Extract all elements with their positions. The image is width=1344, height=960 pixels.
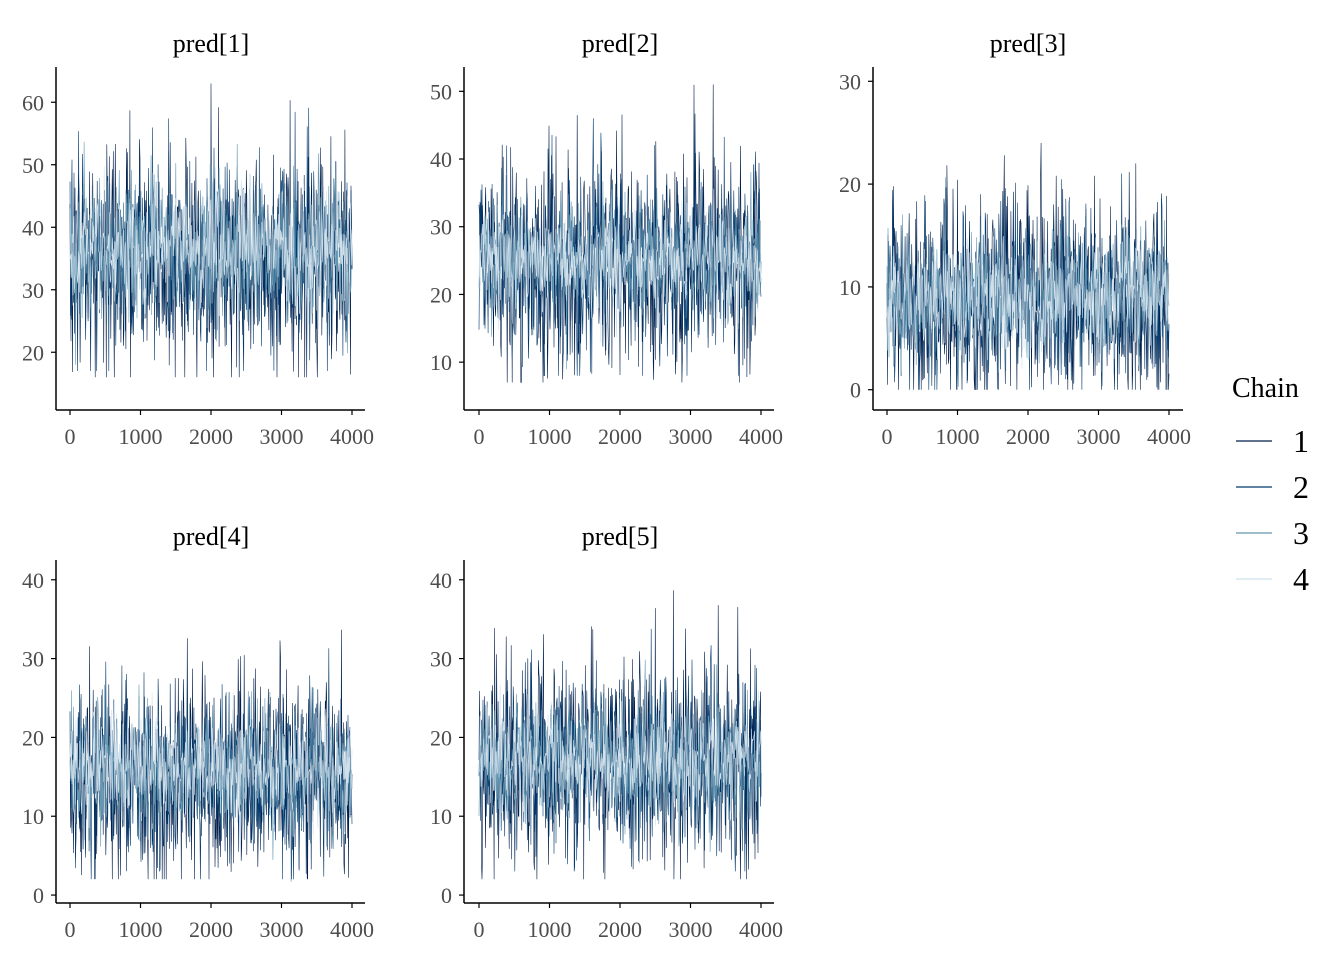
x-tick-label: 2000	[598, 917, 642, 942]
y-tick-label: 30	[430, 215, 452, 240]
x-tick-label: 0	[474, 424, 485, 449]
y-tick-label: 50	[430, 79, 452, 104]
y-tick-label: 30	[430, 647, 452, 672]
x-tick-label: 3000	[1077, 424, 1121, 449]
y-tick-label: 40	[430, 147, 452, 172]
panel-title: pred[2]	[582, 29, 659, 58]
legend-title: Chain	[1232, 373, 1299, 404]
y-tick-label: 20	[430, 725, 452, 750]
y-tick-label: 40	[430, 568, 452, 593]
y-tick-label: 20	[839, 172, 861, 197]
panel-2: pred[2] 10 20 30 40 50 0 1000 2000 3000 4000	[430, 29, 783, 449]
legend-label-chain-1: 1	[1293, 423, 1309, 459]
trace-chain-4	[886, 229, 1170, 373]
panel-title: pred[5]	[582, 522, 659, 551]
x-tick-label: 3000	[669, 424, 713, 449]
panel-title: pred[4]	[173, 522, 250, 551]
x-tick-label: 2000	[598, 424, 642, 449]
legend: Chain 1 2 3 4	[1232, 373, 1309, 597]
y-tick-label: 0	[850, 378, 861, 403]
y-tick-label: 20	[430, 282, 452, 307]
x-tick-label: 4000	[739, 917, 783, 942]
y-tick-label: 60	[22, 90, 44, 115]
y-tick-label: 30	[839, 69, 861, 94]
x-tick-label: 4000	[739, 424, 783, 449]
trace-chain-4	[69, 691, 353, 839]
y-tick-label: 30	[22, 278, 44, 303]
trace-chain-4	[478, 188, 762, 343]
x-tick-label: 4000	[330, 917, 374, 942]
x-tick-label: 1000	[528, 424, 572, 449]
legend-label-chain-4: 4	[1293, 561, 1309, 597]
legend-label-chain-3: 3	[1293, 515, 1309, 551]
x-tick-label: 4000	[1147, 424, 1191, 449]
x-tick-label: 1000	[119, 917, 163, 942]
x-tick-label: 1000	[936, 424, 980, 449]
x-tick-label: 2000	[189, 424, 233, 449]
y-tick-label: 50	[22, 153, 44, 178]
y-tick-label: 40	[22, 215, 44, 240]
panel-3: pred[3] 0 10 20 30 0 1000 2000 3000 4000	[839, 29, 1191, 449]
x-tick-label: 3000	[669, 917, 713, 942]
y-tick-label: 20	[22, 340, 44, 365]
x-tick-label: 0	[65, 424, 76, 449]
y-tick-label: 10	[430, 350, 452, 375]
y-tick-label: 40	[22, 568, 44, 593]
panel-1: pred[1] 20 30 40 50 60 0 1000 2000 3000 4000	[22, 29, 374, 449]
y-tick-label: 20	[22, 725, 44, 750]
trace-chain-4	[69, 163, 353, 329]
x-tick-label: 4000	[330, 424, 374, 449]
x-tick-label: 1000	[528, 917, 572, 942]
x-tick-label: 2000	[1006, 424, 1050, 449]
x-tick-label: 0	[882, 424, 893, 449]
legend-label-chain-2: 2	[1293, 469, 1309, 505]
panel-5: pred[5] 0 10 20 30 40 0 1000 2000 3000 4000	[430, 522, 783, 942]
x-tick-label: 0	[474, 917, 485, 942]
panel-title: pred[3]	[990, 29, 1067, 58]
x-tick-label: 3000	[260, 917, 304, 942]
y-tick-label: 10	[839, 275, 861, 300]
y-tick-label: 10	[22, 804, 44, 829]
trace-chain-3	[478, 172, 762, 370]
x-tick-label: 0	[65, 917, 76, 942]
y-tick-label: 10	[430, 804, 452, 829]
trace-chain-4	[478, 684, 762, 827]
panel-title: pred[1]	[173, 29, 250, 58]
y-tick-label: 30	[22, 647, 44, 672]
x-tick-label: 2000	[189, 917, 233, 942]
y-tick-label: 0	[33, 883, 44, 908]
y-tick-label: 0	[441, 883, 452, 908]
x-tick-label: 3000	[260, 424, 304, 449]
x-tick-label: 1000	[119, 424, 163, 449]
panel-4: pred[4] 0 10 20 30 40 0 1000 2000 3000 4000	[22, 522, 374, 942]
